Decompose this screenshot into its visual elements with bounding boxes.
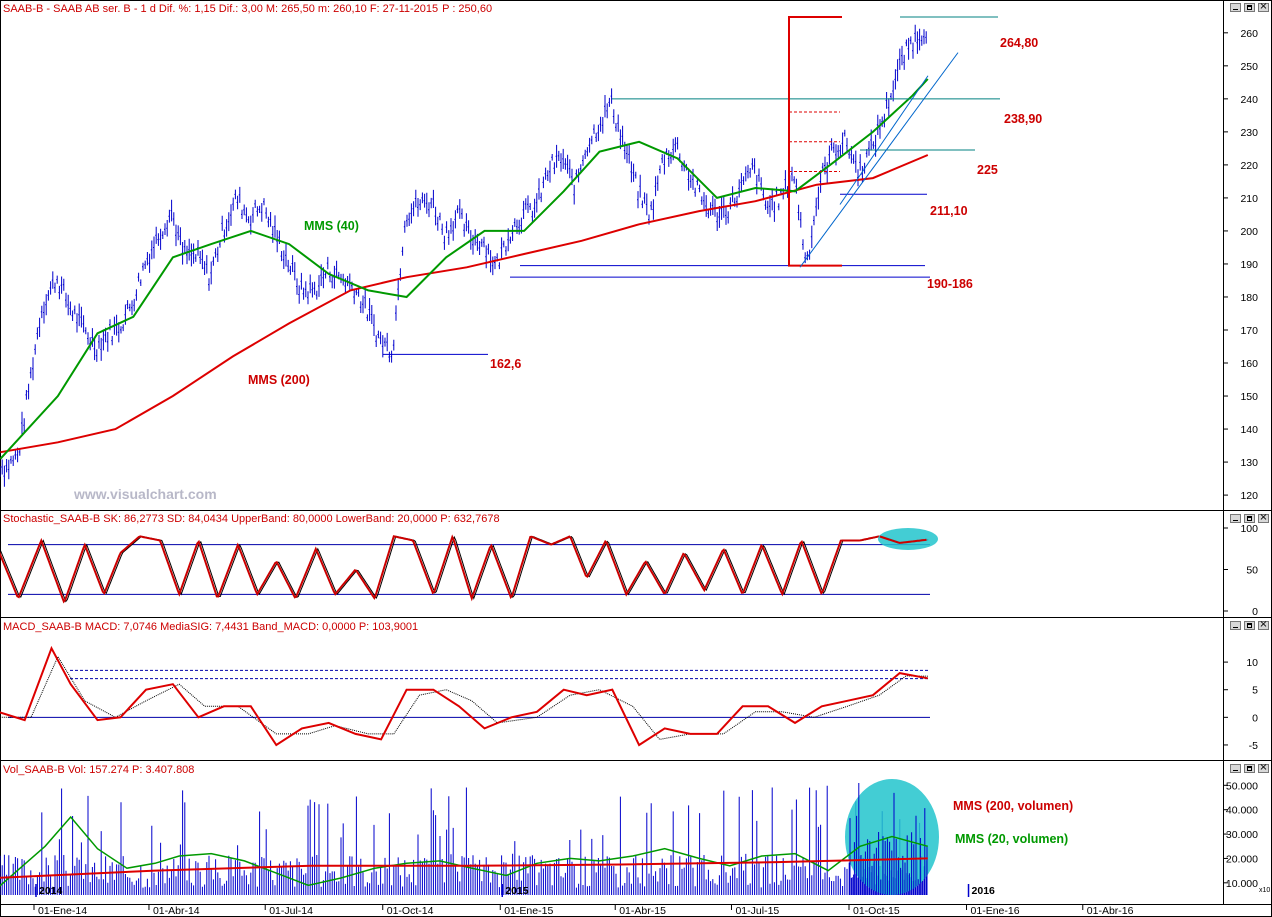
price-bars xyxy=(0,24,927,487)
stoch-sd-line xyxy=(0,535,929,603)
price-panel-title: SAAB-B - SAAB AB ser. B - 1 d Dif. %: 1,… xyxy=(3,3,492,15)
x-tick-label: 01-Jul-15 xyxy=(735,905,779,917)
volume-plot-area: 10.000 20.000 30.000 40.000 50.000 2014 2015 20… xyxy=(0,779,1258,897)
stochastic-panel-close-button[interactable] xyxy=(1258,511,1269,525)
vol-mms20-label: MMS (20, volumen) xyxy=(955,832,1068,846)
volume-panel-close-button[interactable] xyxy=(1258,761,1269,775)
vol-mms200-line xyxy=(0,857,928,879)
mms200-label: MMS (200) xyxy=(248,373,310,387)
x-tick-label: 01-Oct-14 xyxy=(387,905,434,917)
stoch-y-tick-label: 100 xyxy=(1240,523,1258,535)
level-label-225: 225 xyxy=(977,163,998,177)
vol-mms20-line xyxy=(0,815,928,887)
vol-y-tick-label: 10.000 xyxy=(1226,878,1258,890)
price-panel-maximize-button[interactable] xyxy=(1244,3,1255,12)
mms40-line xyxy=(0,78,929,460)
price-y-tick-label: 220 xyxy=(1240,160,1258,172)
vol-y-tick-label: 40.000 xyxy=(1226,805,1258,817)
macd-panel-close-button[interactable] xyxy=(1258,618,1269,632)
price-y-tick-label: 180 xyxy=(1240,292,1258,304)
price-y-tick-label: 130 xyxy=(1240,457,1258,469)
mms200-line xyxy=(0,154,929,454)
price-y-tick-label: 150 xyxy=(1240,391,1258,403)
x-tick-label: 01-Oct-15 xyxy=(853,905,900,917)
macd-panel-title: MACD_SAAB-B MACD: 7,0746 MediaSIG: 7,443… xyxy=(3,621,418,633)
macd-y-tick-label: 0 xyxy=(1252,712,1258,724)
year-label: 2014 xyxy=(39,885,63,897)
vol-y-tick-label: 30.000 xyxy=(1226,829,1258,841)
price-panel-minimize-button[interactable] xyxy=(1230,3,1241,12)
stoch-sk-tail xyxy=(879,535,927,544)
price-y-tick-label: 250 xyxy=(1240,61,1258,73)
price-y-tick-label: 210 xyxy=(1240,193,1258,205)
vol-unit-label: x10 xyxy=(1259,887,1270,894)
macd-panel-minimize-button[interactable] xyxy=(1230,621,1241,630)
x-tick-label: 01-Abr-15 xyxy=(619,905,666,917)
volume-panel-minimize-button[interactable] xyxy=(1230,764,1241,773)
x-tick-label: 01-Jul-14 xyxy=(269,905,313,917)
price-y-tick-label: 140 xyxy=(1240,424,1258,436)
macd-line xyxy=(0,645,928,747)
stoch-y-tick-label: 50 xyxy=(1246,565,1258,577)
price-y-tick-label: 200 xyxy=(1240,226,1258,238)
price-y-tick-label: 170 xyxy=(1240,325,1258,337)
price-plot-area: 120 130 140 150 160 170 180 190 200 210 220 230 240 2… xyxy=(0,16,1258,502)
price-y-tick-label: 120 xyxy=(1240,490,1258,502)
price-y-tick-label: 230 xyxy=(1240,127,1258,139)
stochastic-plot-area: 0 50 100 xyxy=(0,523,1258,618)
watermark: www.visualchart.com xyxy=(73,486,217,502)
stochastic-panel-minimize-button[interactable] xyxy=(1230,514,1241,523)
macd-y-tick-label: 10 xyxy=(1246,657,1258,669)
stoch-y-tick-label: 0 xyxy=(1252,606,1258,618)
x-tick-label: 01-Ene-14 xyxy=(38,905,87,917)
mms40-label: MMS (40) xyxy=(304,219,359,233)
level-label-211: 211,10 xyxy=(930,204,968,218)
x-tick-label: 01-Abr-16 xyxy=(1087,905,1134,917)
vol-mms200-label: MMS (200, volumen) xyxy=(953,799,1073,813)
x-tick-label: 01-Ene-16 xyxy=(971,905,1020,917)
trend-line-lower xyxy=(839,75,929,205)
level-label-264: 264,80 xyxy=(1000,36,1038,50)
price-y-tick-label: 240 xyxy=(1240,94,1258,106)
volume-bars-highlighted xyxy=(849,783,928,895)
trend-line-upper xyxy=(799,52,959,268)
macd-panel-maximize-button[interactable] xyxy=(1244,621,1255,630)
level-label-238: 238,90 xyxy=(1004,112,1042,126)
price-panel-close-button[interactable] xyxy=(1258,0,1269,14)
stochastic-panel-maximize-button[interactable] xyxy=(1244,514,1255,523)
macd-y-tick-label: 5 xyxy=(1252,685,1258,697)
volume-panel-title: Vol_SAAB-B Vol: 157.274 P: 3.407.808 xyxy=(3,764,194,776)
macd-y-tick-label: -5 xyxy=(1249,740,1258,752)
x-tick-label: 01-Abr-14 xyxy=(153,905,200,917)
price-y-tick-label: 260 xyxy=(1240,28,1258,40)
year-label: 2016 xyxy=(972,885,996,897)
x-axis: 01-Ene-14 01-Abr-14 01-Jul-14 01-Oct-14 01-E… xyxy=(33,904,1134,917)
level-label-190-186: 190-186 xyxy=(927,277,973,291)
vol-y-tick-label: 20.000 xyxy=(1226,853,1258,865)
stoch-highlight-circle xyxy=(878,528,938,550)
volume-bars xyxy=(0,785,927,895)
year-label: 2015 xyxy=(505,885,529,897)
macd-plot-area: -5 0 5 10 xyxy=(0,645,1258,752)
price-y-tick-label: 190 xyxy=(1240,259,1258,271)
vol-y-tick-label: 50.000 xyxy=(1226,780,1258,792)
x-tick-label: 01-Ene-15 xyxy=(504,905,553,917)
stoch-sk-line xyxy=(0,534,927,604)
volume-panel-maximize-button[interactable] xyxy=(1244,764,1255,773)
stochastic-panel-title: Stochastic_SAAB-B SK: 86,2773 SD: 84,043… xyxy=(3,513,500,525)
price-y-tick-label: 160 xyxy=(1240,358,1258,370)
level-label-162: 162,6 xyxy=(490,357,521,371)
